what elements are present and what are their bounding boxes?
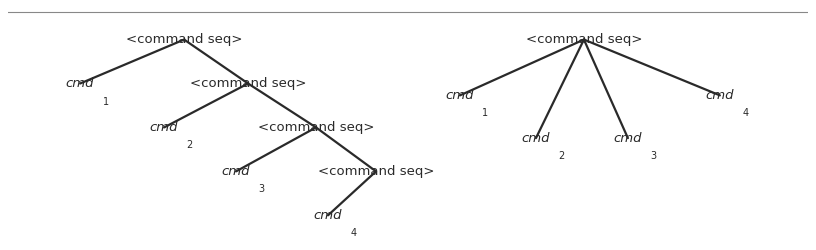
Text: <command seq>: <command seq> <box>526 33 642 46</box>
Text: <command seq>: <command seq> <box>258 121 375 134</box>
Text: cmd: cmd <box>706 89 734 102</box>
Text: 3: 3 <box>650 151 656 161</box>
Text: 2: 2 <box>187 140 193 150</box>
Text: 4: 4 <box>743 108 748 118</box>
Text: <command seq>: <command seq> <box>317 165 434 178</box>
Text: cmd: cmd <box>66 77 95 90</box>
Text: 2: 2 <box>558 151 565 161</box>
Text: cmd: cmd <box>446 89 474 102</box>
Text: 1: 1 <box>482 108 489 118</box>
Text: 1: 1 <box>103 96 109 106</box>
Text: cmd: cmd <box>150 121 179 134</box>
Text: cmd: cmd <box>222 165 251 178</box>
Text: cmd: cmd <box>314 209 342 222</box>
Text: 3: 3 <box>259 184 264 194</box>
Text: 4: 4 <box>350 228 357 238</box>
Text: cmd: cmd <box>521 132 550 144</box>
Text: <command seq>: <command seq> <box>126 33 242 46</box>
Text: <command seq>: <command seq> <box>190 77 306 90</box>
Text: cmd: cmd <box>614 132 642 144</box>
